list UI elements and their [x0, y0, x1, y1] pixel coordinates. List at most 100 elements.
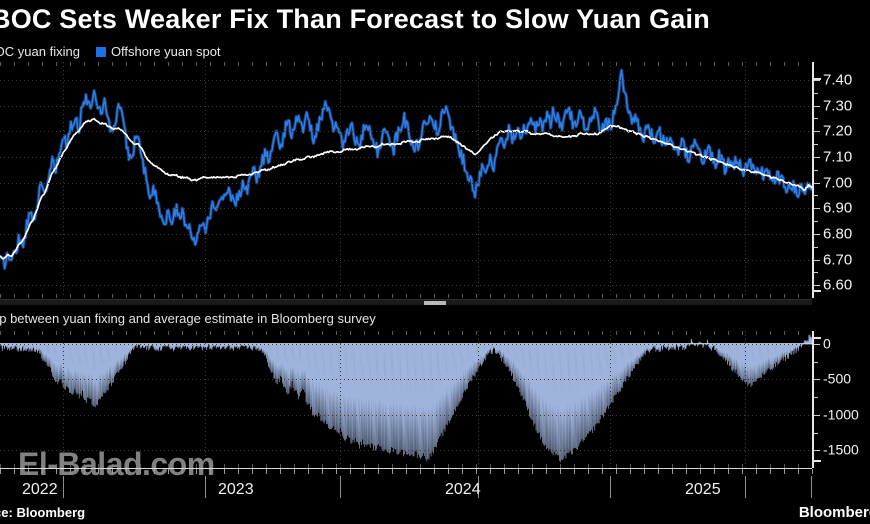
gap-minor-tick — [84, 331, 85, 335]
chart-scrollbar-thumb[interactable] — [424, 301, 446, 305]
price-minor-tick — [56, 294, 57, 298]
price-minor-tick — [700, 62, 701, 66]
gap-minor-tick — [280, 331, 281, 335]
price-minor-tick — [266, 62, 267, 66]
gap-tick-1 — [814, 379, 820, 380]
gap-minor-tick — [168, 464, 169, 468]
price-tick-6 — [814, 234, 820, 235]
x-minor-tick — [280, 469, 281, 474]
price-minor-tick — [630, 294, 631, 298]
gap-minor-tick — [784, 464, 785, 468]
price-ticklabel-5: 6.90 — [823, 199, 853, 217]
price-minor-tick — [350, 294, 351, 298]
price-minor-tick — [28, 294, 29, 298]
price-minor-tick — [814, 93, 818, 94]
x-axis-label-2025: 2025 — [685, 481, 721, 498]
price-minor-tick — [504, 62, 505, 66]
price-minor-tick — [56, 62, 57, 66]
gap-minor-tick — [420, 331, 421, 335]
x-minor-tick — [378, 469, 379, 474]
gap-axis-spine — [812, 331, 814, 468]
x-minor-tick — [784, 469, 785, 474]
x-minor-tick — [574, 469, 575, 474]
gap-minor-tick — [770, 331, 771, 335]
x-minor-tick — [546, 469, 547, 474]
gap-minor-tick — [210, 464, 211, 468]
legend-item-fixing[interactable]: BOC yuan fixing — [0, 45, 80, 59]
gap-ticklabel-2: -1000 — [823, 406, 859, 423]
gap-minor-tick — [714, 464, 715, 468]
price-minor-tick — [546, 62, 547, 66]
price-ticklabel-4: 7.00 — [823, 174, 853, 192]
price-tick-3 — [814, 157, 820, 158]
price-minor-tick — [546, 294, 547, 298]
price-minor-tick — [476, 294, 477, 298]
gap-minor-tick — [112, 464, 113, 468]
legend-item-spot[interactable]: Offshore yuan spot — [95, 45, 221, 59]
gap-area-svg — [0, 334, 812, 463]
gap-minor-tick — [798, 331, 799, 335]
x-minor-tick — [350, 469, 351, 474]
gap-minor-tick — [448, 464, 449, 468]
gap-y-axis: 0 -500 -1000 -1500 — [812, 331, 870, 468]
chart-horizontal-scrollbar[interactable] — [0, 299, 812, 305]
price-ticklabel-6: 6.80 — [823, 225, 853, 243]
gap-minor-tick — [266, 464, 267, 468]
x-minor-tick — [714, 469, 715, 474]
price-minor-tick — [266, 294, 267, 298]
x-axis-label-2022: 2022 — [22, 481, 58, 498]
x-minor-tick — [84, 469, 85, 474]
gap-minor-tick — [238, 464, 239, 468]
price-minor-tick — [532, 62, 533, 66]
price-tick-5 — [814, 208, 820, 209]
price-minor-tick — [42, 62, 43, 66]
gap-minor-tick — [266, 331, 267, 335]
x-axis-line — [0, 468, 812, 469]
gap-minor-tick — [546, 464, 547, 468]
price-minor-tick — [728, 294, 729, 298]
price-minor-tick — [112, 294, 113, 298]
price-ticklabel-8: 6.60 — [823, 276, 853, 294]
price-minor-tick — [336, 294, 337, 298]
price-minor-tick — [378, 62, 379, 66]
x-minor-tick — [210, 469, 211, 474]
gap-gridline-v — [745, 331, 746, 468]
price-gridline-v — [745, 62, 746, 298]
gap-minor-tick — [98, 464, 99, 468]
price-minor-tick — [434, 294, 435, 298]
price-minor-tick — [814, 118, 818, 119]
gap-minor-tick — [644, 464, 645, 468]
gap-minor-tick — [126, 331, 127, 335]
x-minor-tick — [252, 469, 253, 474]
x-separator-4 — [610, 476, 611, 498]
gap-minor-tick — [182, 331, 183, 335]
price-chart-panel: 7.40 7.30 7.20 7.10 7.00 6.90 6.80 6.70 6.60 — [0, 62, 870, 298]
gap-minor-tick — [392, 331, 393, 335]
gap-minor-tick — [630, 464, 631, 468]
gap-minor-tick — [728, 331, 729, 335]
gap-minor-tick — [364, 464, 365, 468]
price-minor-tick — [280, 62, 281, 66]
price-minor-tick — [336, 62, 337, 66]
gap-plot-area[interactable] — [0, 331, 812, 468]
x-minor-tick — [294, 469, 295, 474]
price-gridline-h — [0, 157, 812, 158]
offshore-yuan-spot-line — [0, 69, 812, 270]
chart-x-axis: 2022 2023 2024 2025 — [0, 468, 870, 502]
gap-minor-tick — [196, 331, 197, 335]
gap-minor-tick — [814, 397, 818, 398]
gap-minor-tick — [336, 331, 337, 335]
x-minor-tick — [140, 469, 141, 474]
price-gridline-h — [0, 234, 812, 235]
price-plot-area[interactable] — [0, 62, 812, 298]
gap-minor-tick — [672, 464, 673, 468]
price-minor-tick — [168, 294, 169, 298]
price-minor-tick — [814, 195, 818, 196]
price-minor-tick — [714, 62, 715, 66]
gap-minor-tick — [532, 331, 533, 335]
x-minor-tick — [238, 469, 239, 474]
gap-minor-tick — [154, 331, 155, 335]
x-minor-tick — [56, 469, 57, 474]
price-minor-tick — [672, 294, 673, 298]
gap-minor-tick — [546, 331, 547, 335]
